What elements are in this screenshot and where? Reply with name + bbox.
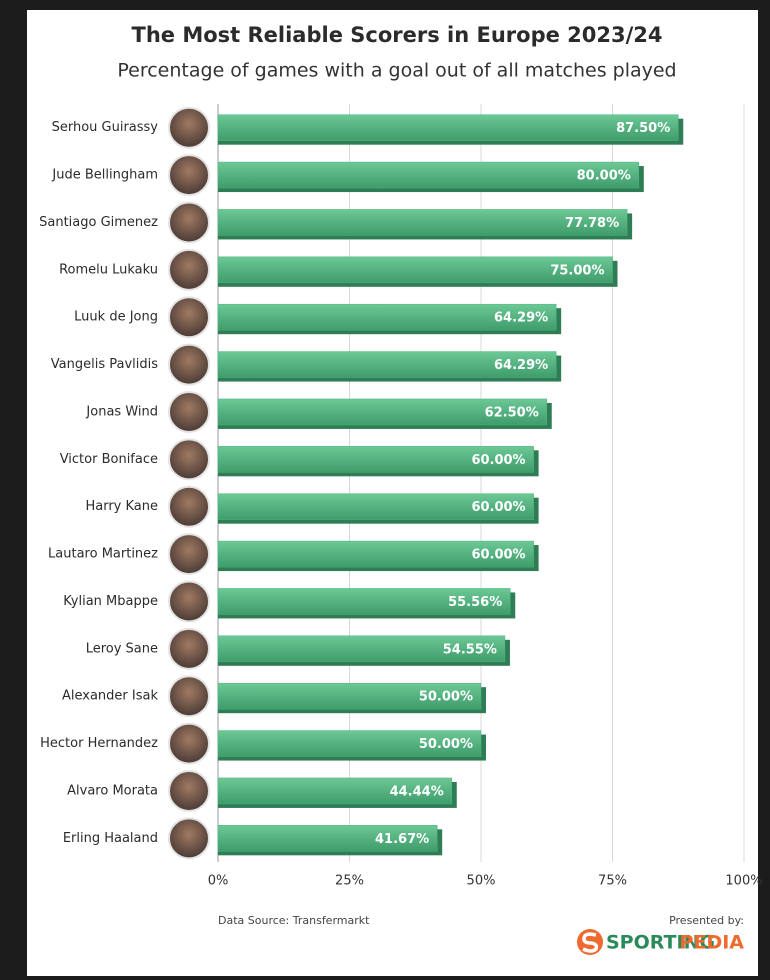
value-label: 55.56% xyxy=(448,595,502,610)
category-label: Romelu Lukaku xyxy=(59,262,158,277)
value-label: 50.00% xyxy=(419,737,473,752)
player-photo xyxy=(168,817,210,860)
player-photo xyxy=(168,296,210,339)
category-label: Jonas Wind xyxy=(85,404,158,419)
value-label: 44.44% xyxy=(390,784,444,799)
value-label: 50.00% xyxy=(419,690,473,705)
category-label: Kylian Mbappe xyxy=(63,594,158,609)
category-label: Vangelis Pavlidis xyxy=(51,357,158,372)
brand-sporting: SPORTING xyxy=(606,932,715,954)
category-label: Victor Boniface xyxy=(60,452,158,467)
player-photo xyxy=(168,485,210,528)
bar xyxy=(217,209,628,236)
presented-by: Presented by: xyxy=(669,914,744,927)
bar xyxy=(217,256,613,284)
value-label: 80.00% xyxy=(577,169,631,184)
player-photo xyxy=(168,769,210,812)
category-label: Santiago Gimenez xyxy=(39,215,158,230)
category-label: Luuk de Jong xyxy=(74,310,158,325)
bar xyxy=(217,161,640,189)
bar xyxy=(217,446,534,473)
bar xyxy=(217,777,453,805)
x-tick-label: 75% xyxy=(598,874,627,889)
x-tick-label: 0% xyxy=(208,874,229,889)
bar xyxy=(217,303,557,331)
logo-s xyxy=(582,932,599,953)
value-label: 64.29% xyxy=(494,358,548,373)
value-label: 60.00% xyxy=(471,453,525,468)
x-tick-label: 50% xyxy=(467,874,496,889)
bar xyxy=(217,730,482,757)
value-label: 75.00% xyxy=(550,263,604,278)
category-label: Harry Kane xyxy=(85,499,158,514)
player-photo xyxy=(168,201,210,244)
category-label: Hector Hernandez xyxy=(40,736,158,751)
player-photo xyxy=(168,438,210,481)
player-photo xyxy=(168,533,210,576)
player-photo xyxy=(168,343,210,386)
bar xyxy=(217,635,506,663)
category-label: Serhou Guirassy xyxy=(52,120,159,135)
value-label: 62.50% xyxy=(485,405,539,420)
category-label: Jude Bellingham xyxy=(51,168,158,183)
player-photo xyxy=(168,722,210,765)
value-label: 41.67% xyxy=(375,832,429,847)
x-tick-label: 100% xyxy=(725,874,762,889)
bar xyxy=(217,682,482,710)
category-label: Alexander Isak xyxy=(62,689,158,704)
value-label: 60.00% xyxy=(471,548,525,563)
value-label: 54.55% xyxy=(443,642,497,657)
source: Data Source: Transfermarkt xyxy=(218,914,370,927)
value-label: 64.29% xyxy=(494,311,548,326)
category-label: Alvaro Morata xyxy=(67,783,158,798)
bar xyxy=(217,114,679,141)
category-label: Erling Haaland xyxy=(63,831,158,846)
bar xyxy=(217,493,534,520)
player-photo xyxy=(168,675,210,718)
bar xyxy=(217,588,511,615)
bar xyxy=(217,351,557,378)
x-tick-label: 25% xyxy=(335,874,364,889)
category-label: Lautaro Martinez xyxy=(48,547,158,562)
bar xyxy=(217,540,534,568)
brand-pedia: PEDIA xyxy=(680,932,745,954)
player-photo xyxy=(168,580,210,623)
player-photo xyxy=(168,627,210,670)
bar xyxy=(217,825,438,852)
value-label: 87.50% xyxy=(616,121,670,136)
chart-title: The Most Reliable Scorers in Europe 2023… xyxy=(132,23,663,47)
player-photo xyxy=(168,390,210,433)
value-label: 77.78% xyxy=(565,216,619,231)
value-label: 60.00% xyxy=(471,500,525,515)
chart-subtitle: Percentage of games with a goal out of a… xyxy=(117,60,676,82)
category-label: Leroy Sane xyxy=(86,641,158,656)
player-photo xyxy=(168,154,210,197)
player-photo xyxy=(168,106,210,149)
bar xyxy=(217,398,547,426)
player-photo xyxy=(168,248,210,291)
